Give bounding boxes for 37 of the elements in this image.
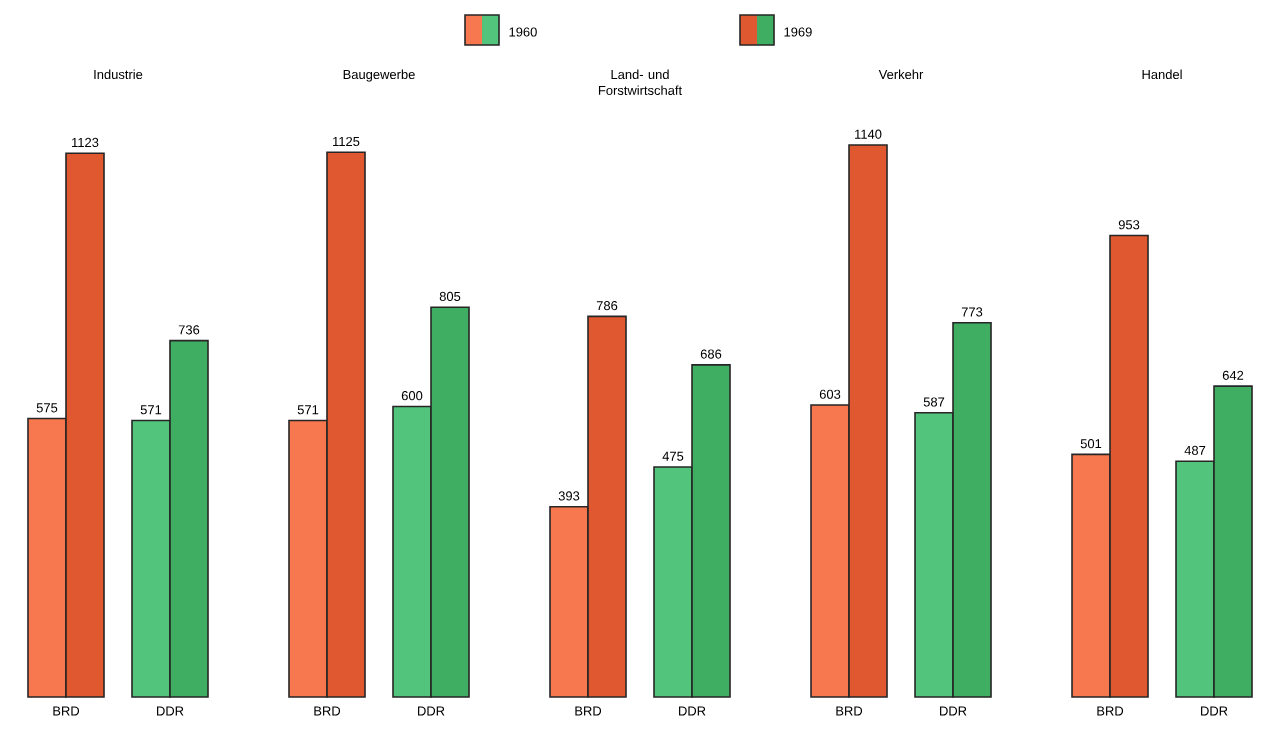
x-tick-label: BRD [1097,706,1124,716]
x-tick-label: BRD [53,706,80,716]
data-label: 393 [558,491,580,501]
chart-title: Industrie [94,69,143,80]
x-tick-label: DDR [418,706,445,716]
x-tick-label: DDR [940,706,967,716]
x-tick-label: BRD [575,706,602,716]
data-label: 686 [700,349,722,359]
chart-title: Handel [1142,69,1182,80]
data-label: 642 [1222,370,1244,380]
data-label: 600 [401,391,423,401]
data-label: 786 [596,301,618,311]
chart-title: Baugewerbe [343,69,415,82]
data-label: 953 [1118,220,1140,230]
x-tick-label: BRD [836,706,863,716]
data-label: 587 [923,397,945,407]
data-label: 773 [961,307,983,317]
x-tick-label: DDR [679,706,706,716]
legend-label: 1969 [784,27,812,37]
data-label: 501 [1080,439,1102,449]
data-label: 571 [140,405,162,415]
data-label: 575 [36,403,58,413]
data-label: 1125 [333,136,360,147]
data-label: 571 [297,405,319,415]
chart-title: Land- und Forstwirtschaft [598,69,683,95]
x-tick-label: BRD [314,706,341,716]
data-label: 603 [819,389,841,399]
data-label: 475 [662,451,684,461]
data-label: 1140 [855,129,882,139]
data-label: 805 [439,291,461,302]
data-label: 487 [1184,445,1206,455]
legend-label: 1960 [509,27,537,37]
x-tick-label: DDR [157,706,184,716]
data-label: 1123 [72,137,99,148]
data-label: 736 [178,325,200,335]
chart-title: Verkehr [878,69,924,80]
x-tick-label: DDR [1201,706,1228,716]
